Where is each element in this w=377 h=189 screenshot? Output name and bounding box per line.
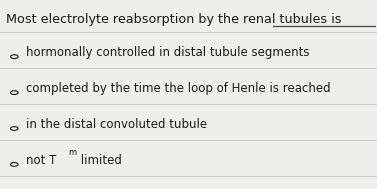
Text: hormonally controlled in distal tubule segments: hormonally controlled in distal tubule s… — [26, 46, 309, 59]
Text: completed by the time the loop of Henle is reached: completed by the time the loop of Henle … — [26, 82, 330, 95]
Text: m: m — [68, 148, 76, 157]
Text: limited: limited — [77, 154, 121, 167]
Text: in the distal convoluted tubule: in the distal convoluted tubule — [26, 118, 207, 131]
Text: not T: not T — [26, 154, 56, 167]
Text: Most electrolyte reabsorption by the renal tubules is: Most electrolyte reabsorption by the ren… — [6, 13, 341, 26]
